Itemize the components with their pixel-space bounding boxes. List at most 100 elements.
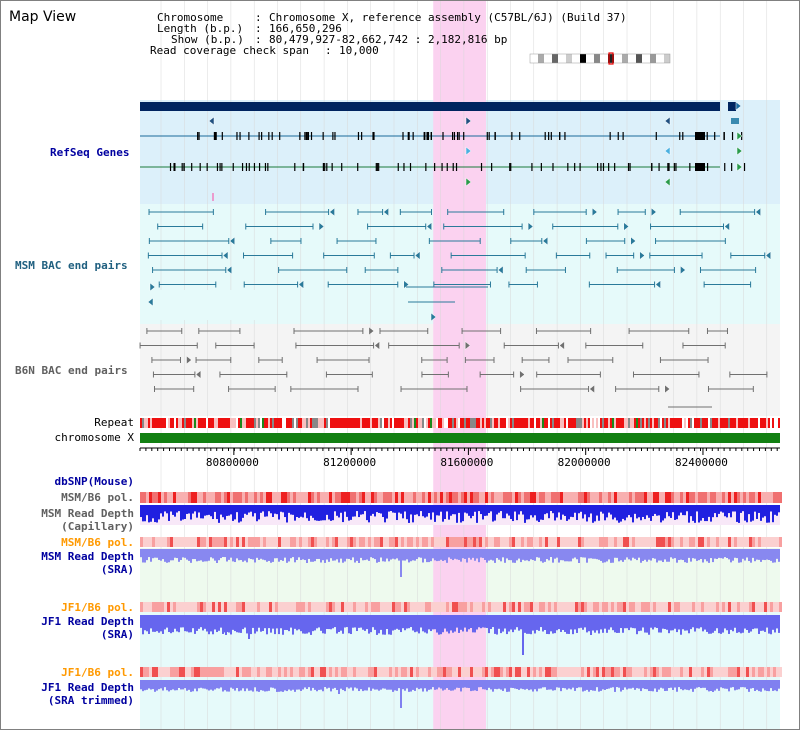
axis-tick-label: 81200000 xyxy=(323,456,377,469)
track-label-jf1-depth-sra: JF1 Read Depth xyxy=(41,615,134,628)
ideogram-band xyxy=(594,54,600,63)
coverage-colon: : xyxy=(325,44,332,57)
gene-arrow xyxy=(465,116,472,126)
track-label-msm-depth-sra: MSM Read Depth xyxy=(41,550,134,563)
bac-end-arrow xyxy=(519,369,526,380)
track-label-msm-depth-cap: MSM Read Depth xyxy=(41,507,134,520)
gene-arrow xyxy=(664,177,671,187)
track-label-chromosome: chromosome X xyxy=(54,431,134,444)
bac-end-arrow xyxy=(195,369,202,380)
jf1-b6-pol-heatmap-1 xyxy=(140,602,782,612)
msm-depth-capillary xyxy=(140,505,780,523)
bac-end-arrow xyxy=(680,265,686,275)
ideogram-band xyxy=(558,54,566,63)
track-label-msm-b6-pol-2: MSM/B6 pol. xyxy=(61,536,134,549)
bac-end-arrow xyxy=(559,340,565,351)
track-label-jf1-b6-pol-2: JF1/B6 pol. xyxy=(61,666,134,679)
gene-small xyxy=(731,118,739,124)
gene-arrow xyxy=(465,177,472,187)
msm-depth-sra xyxy=(140,549,780,577)
coverage-label: Read coverage check span xyxy=(150,44,309,57)
bac-end-arrow xyxy=(147,297,154,307)
gene-bar-end xyxy=(728,102,736,111)
show-label: Show (b.p.) xyxy=(171,33,244,46)
bac-end-arrow xyxy=(639,250,646,261)
track-label-jf1-depth-trim: JF1 Read Depth xyxy=(41,681,134,694)
chromosome-value: Chromosome X, reference assembly (C57BL/… xyxy=(269,11,627,24)
jf1-depth-trimmed xyxy=(140,680,780,708)
ideogram-band xyxy=(580,54,586,63)
gene-arrow xyxy=(465,146,472,156)
ideogram-band xyxy=(530,54,538,63)
msm-b6-pol-heatmap-2 xyxy=(140,537,782,547)
bac-end-arrow xyxy=(298,279,304,290)
bac-end-arrow xyxy=(374,340,380,351)
bac-end-arrow xyxy=(329,207,335,217)
length-value: 166,650,296 xyxy=(269,22,342,35)
ideogram-band xyxy=(544,54,552,63)
bac-end-arrow xyxy=(426,221,432,232)
ideogram-band xyxy=(608,54,614,63)
msm-b6-pol-heatmap-1 xyxy=(140,492,782,503)
axis-tick-label: 80800000 xyxy=(205,456,259,469)
gene-arrow xyxy=(208,116,215,126)
jf1-depth-sra xyxy=(140,615,780,655)
axis-tick-label: 82000000 xyxy=(557,456,611,469)
bac-end-arrow xyxy=(318,221,325,232)
gene-arrow xyxy=(736,162,743,172)
bac-end-arrow xyxy=(226,265,233,275)
track-label-msm-bac[interactable]: MSM BAC end pairs xyxy=(15,259,128,272)
chromosome-label: Chromosome xyxy=(157,11,224,24)
bac-end-arrow xyxy=(527,221,534,232)
bac-end-arrow xyxy=(651,207,657,217)
bac-end-arrow xyxy=(630,236,637,246)
bac-end-arrow xyxy=(664,384,671,394)
axis-tick-label: 81600000 xyxy=(440,456,494,469)
track-label-refseq-genes[interactable]: RefSeq Genes xyxy=(50,146,130,159)
bac-end-arrow xyxy=(623,221,630,232)
track-label-b6n-bac[interactable]: B6N BAC end pairs xyxy=(15,364,128,377)
track-label-dbsnp[interactable]: dbSNP(Mouse) xyxy=(54,475,134,488)
chromosome-colon: : xyxy=(255,11,262,24)
page-title: Map View xyxy=(9,9,77,25)
ideogram-band xyxy=(636,54,642,63)
bac-end-arrow xyxy=(414,250,421,261)
exon-block xyxy=(695,132,705,140)
gene-arrow xyxy=(664,146,671,156)
bac-end-arrow xyxy=(724,221,730,232)
gene-strand-arrow xyxy=(735,101,742,111)
bac-end-arrow xyxy=(149,282,156,292)
gene-arrow xyxy=(736,146,743,156)
bac-end-arrow xyxy=(655,279,661,290)
length-colon: : xyxy=(255,22,262,35)
msm-bac-gap xyxy=(145,290,275,320)
ideogram-band xyxy=(614,54,622,63)
gene-bar-main xyxy=(140,102,720,111)
ideogram-band xyxy=(664,54,670,63)
bac-end-arrow xyxy=(591,207,598,217)
gene-arrow xyxy=(736,131,743,141)
chromosome-bar xyxy=(140,433,780,443)
bac-end-arrow xyxy=(186,355,192,365)
repeat-track xyxy=(140,418,780,428)
bac-end-arrow xyxy=(755,207,761,217)
ideogram-band xyxy=(552,54,558,63)
bac-end-arrow xyxy=(542,236,549,246)
ideogram-band xyxy=(566,54,572,63)
axis-tick-label: 82400000 xyxy=(674,456,728,469)
ideogram-band xyxy=(538,54,544,63)
ideogram-outline xyxy=(529,53,671,64)
track-label-msm-depth-cap-sub: (Capillary) xyxy=(61,520,134,533)
bac-end-arrow xyxy=(222,250,229,261)
bac-end-arrow xyxy=(464,340,471,351)
track-label-jf1-b6-pol-1: JF1/B6 pol. xyxy=(61,601,134,614)
bac-end-arrow xyxy=(430,312,437,322)
bac-end-arrow xyxy=(229,236,236,246)
ideogram-band xyxy=(572,54,580,63)
gene-arrow xyxy=(664,116,671,126)
ideogram-band xyxy=(642,54,650,63)
bac-end-arrow xyxy=(589,384,595,394)
ideogram-position-marker xyxy=(608,52,614,65)
